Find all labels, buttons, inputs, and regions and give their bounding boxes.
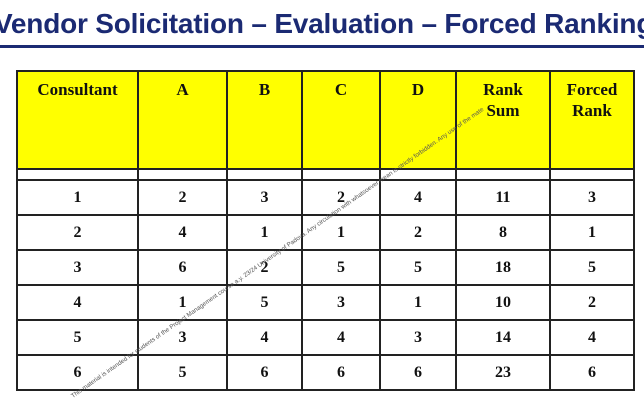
table-cell: 6 xyxy=(16,354,139,391)
header-c: C xyxy=(301,70,381,170)
table-cell: 8 xyxy=(455,214,551,251)
table-cell: 5 xyxy=(137,354,228,391)
table-row: 2 4 1 1 2 8 1 xyxy=(16,214,635,251)
header-forced-rank: Forced Rank xyxy=(549,70,635,170)
table-cell: 5 xyxy=(226,284,303,321)
table-cell: 5 xyxy=(16,319,139,356)
table-spacer-row xyxy=(16,169,635,180)
header-b: B xyxy=(226,70,303,170)
table-cell: 4 xyxy=(16,284,139,321)
table-cell: 18 xyxy=(455,249,551,286)
table-cell: 3 xyxy=(226,179,303,216)
forced-ranking-table: Consultant A B C D Rank Sum Forced Rank 1 … xyxy=(16,70,635,391)
table-cell: 3 xyxy=(16,249,139,286)
table-cell: 2 xyxy=(226,249,303,286)
table-cell: 6 xyxy=(137,249,228,286)
table-cell: 2 xyxy=(549,284,635,321)
slide-title: Vendor Solicitation – Evaluation – Force… xyxy=(0,8,644,39)
table-cell: 1 xyxy=(379,284,457,321)
table-cell: 6 xyxy=(301,354,381,391)
table-cell: 1 xyxy=(16,179,139,216)
table-row: 5 3 4 4 3 14 4 xyxy=(16,319,635,356)
table-cell: 6 xyxy=(379,354,457,391)
header-a: A xyxy=(137,70,228,170)
table-cell: 2 xyxy=(301,179,381,216)
table-cell: 5 xyxy=(549,249,635,286)
table-cell: 4 xyxy=(379,179,457,216)
table-cell: 5 xyxy=(301,249,381,286)
table-cell: 23 xyxy=(455,354,551,391)
table-cell: 4 xyxy=(549,319,635,356)
header-consultant: Consultant xyxy=(16,70,139,170)
table-cell: 1 xyxy=(549,214,635,251)
table-cell: 1 xyxy=(226,214,303,251)
table-cell: 3 xyxy=(301,284,381,321)
table-row: 3 6 2 5 5 18 5 xyxy=(16,249,635,286)
table-cell: 4 xyxy=(137,214,228,251)
table-cell: 2 xyxy=(379,214,457,251)
header-d: D xyxy=(379,70,457,170)
table-cell: 3 xyxy=(379,319,457,356)
table-cell: 2 xyxy=(137,179,228,216)
table-row: 4 1 5 3 1 10 2 xyxy=(16,284,635,321)
table-cell: 1 xyxy=(137,284,228,321)
table-row: 6 5 6 6 6 23 6 xyxy=(16,354,635,391)
table-cell: 2 xyxy=(16,214,139,251)
table-cell: 6 xyxy=(549,354,635,391)
table-cell: 3 xyxy=(137,319,228,356)
table-cell: 5 xyxy=(379,249,457,286)
table-cell: 3 xyxy=(549,179,635,216)
table-cell: 6 xyxy=(226,354,303,391)
table-cell: 1 xyxy=(301,214,381,251)
table-cell: 14 xyxy=(455,319,551,356)
table-cell: 10 xyxy=(455,284,551,321)
table-cell: 4 xyxy=(301,319,381,356)
table-cell: 4 xyxy=(226,319,303,356)
title-underline xyxy=(0,45,644,48)
table-cell: 11 xyxy=(455,179,551,216)
header-rank-sum: Rank Sum xyxy=(455,70,551,170)
table-header-row: Consultant A B C D Rank Sum Forced Rank xyxy=(16,70,635,170)
table-row: 1 2 3 2 4 11 3 xyxy=(16,179,635,216)
